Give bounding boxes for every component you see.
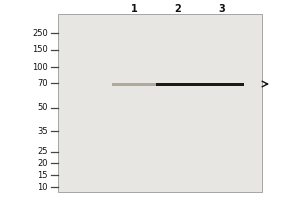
Text: 10: 10 [38,182,48,192]
Bar [200,82,244,86]
Bar [112,82,156,86]
Text: 35: 35 [38,127,48,136]
Text: 50: 50 [38,104,48,112]
Text: 2: 2 [175,4,182,14]
Text: 15: 15 [38,170,48,180]
Text: 3: 3 [219,4,225,14]
Bar [156,82,200,86]
Text: 70: 70 [38,78,48,88]
Text: 25: 25 [38,148,48,156]
Bar [58,14,262,192]
Text: 1: 1 [130,4,137,14]
Text: 100: 100 [32,62,48,72]
Text: 20: 20 [38,158,48,168]
Text: 150: 150 [32,46,48,54]
Text: 250: 250 [32,28,48,38]
